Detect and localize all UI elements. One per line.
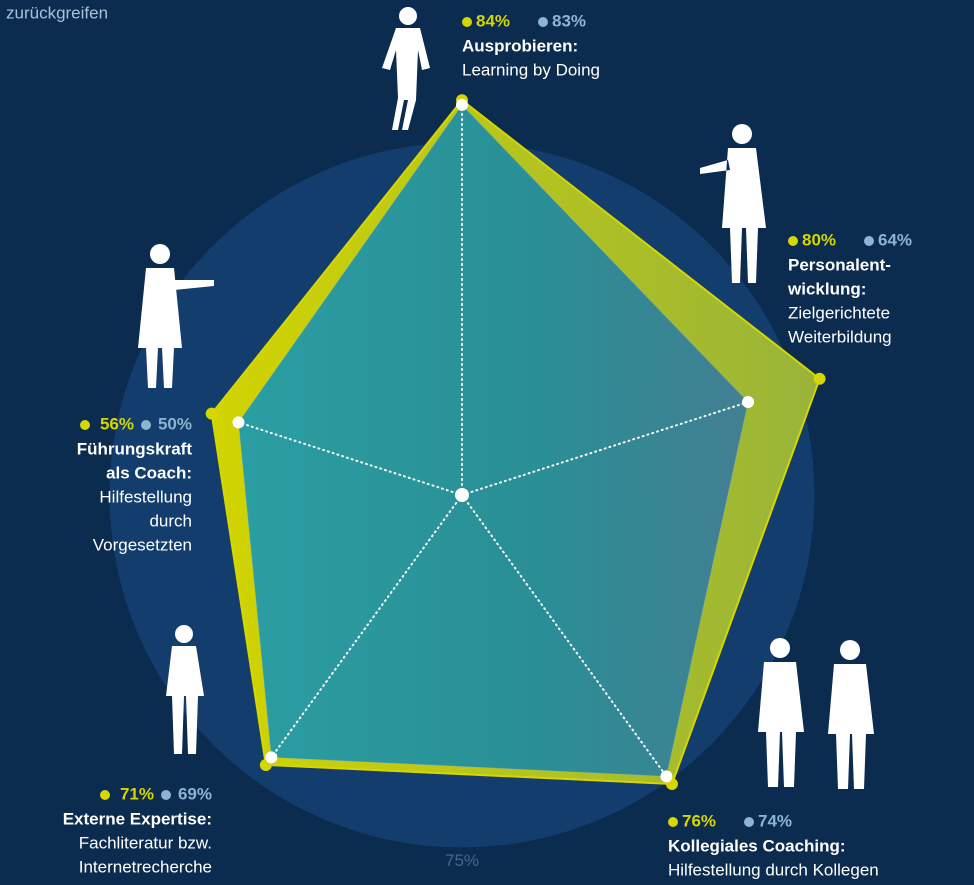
person [700, 124, 766, 283]
point [232, 416, 245, 429]
legend-dot [788, 236, 798, 246]
category-text: Internetrecherche [79, 857, 212, 876]
legend-dot [80, 420, 90, 430]
legend-dot [462, 17, 472, 27]
legend-dot [668, 817, 678, 827]
category-title: als Coach: [106, 463, 192, 482]
spoke [461, 401, 750, 496]
point [456, 98, 468, 111]
point [265, 751, 278, 764]
value-label: 80% [802, 230, 836, 249]
silhouettes [138, 7, 874, 789]
category-text: Learning by Doing [462, 60, 600, 79]
person [166, 625, 204, 754]
category-title: Ausprobieren: [462, 36, 578, 55]
point [813, 372, 826, 385]
series-area [237, 104, 749, 777]
category-text: Vorgesetzten [93, 535, 192, 554]
category-text: Hilfestellung durch Kollegen [668, 860, 879, 879]
value-label: 76% [682, 811, 716, 830]
category-title: Führungskraft [77, 439, 193, 458]
category-text: Weiterbildung [788, 327, 892, 346]
category-title: Externe Expertise: [63, 809, 212, 828]
point [742, 396, 755, 409]
value-label: 74% [758, 811, 792, 830]
value-label: 56% [100, 414, 134, 433]
point [205, 407, 218, 420]
spoke [270, 494, 463, 759]
value-label: 71% [120, 784, 154, 803]
category-text: Hilfestellung [99, 487, 192, 506]
category-title: Kollegiales Coaching: [668, 836, 846, 855]
person [758, 638, 874, 789]
value-label: 84% [476, 11, 510, 30]
point [660, 770, 673, 783]
category-title: Personalent- [788, 255, 891, 274]
category-text: Fachliteratur bzw. [79, 833, 212, 852]
legend-dot [864, 236, 874, 246]
value-label: 64% [878, 230, 912, 249]
person [138, 244, 214, 388]
spoke [237, 421, 463, 496]
ring-label: 75% [445, 851, 479, 870]
person [382, 7, 430, 130]
category-text: Zielgerichtete [788, 303, 890, 322]
category-text: durch [149, 511, 192, 530]
value-label: 50% [158, 414, 192, 433]
legend-dot [161, 790, 171, 800]
spoke [461, 494, 668, 778]
legend-dot [141, 420, 151, 430]
legend-dot [744, 817, 754, 827]
legend-dot [100, 790, 110, 800]
value-label: 69% [178, 784, 212, 803]
category-title: wicklung: [787, 279, 866, 298]
value-label: 83% [552, 11, 586, 30]
center-dot [455, 488, 469, 502]
subtitle: zurückgreifen [6, 3, 108, 22]
legend-dot [538, 17, 548, 27]
